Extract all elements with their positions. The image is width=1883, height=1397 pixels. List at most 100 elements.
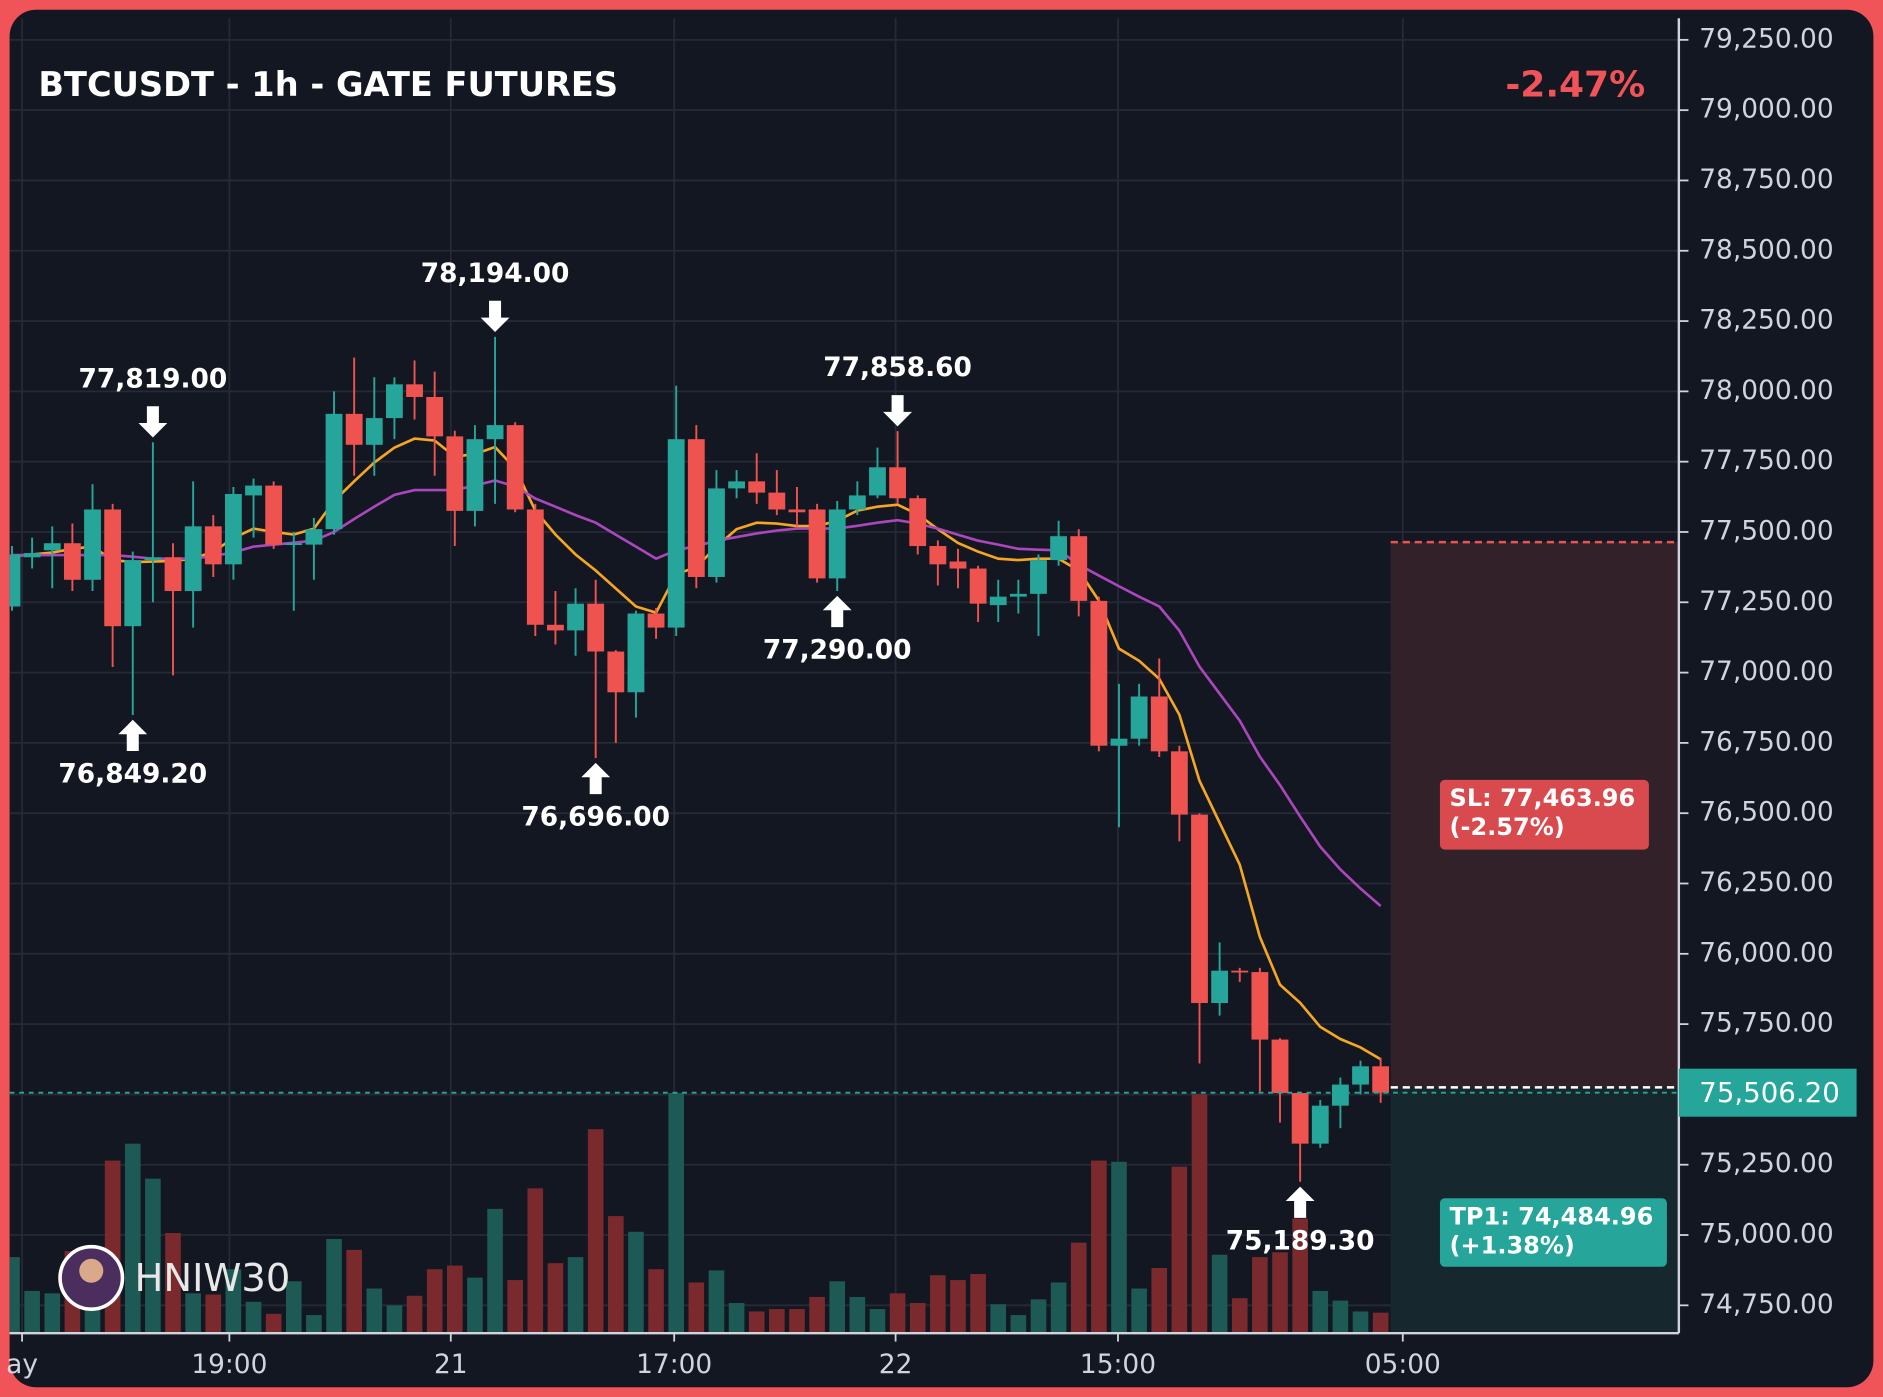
volume-bar — [44, 1293, 61, 1334]
volume-bar — [990, 1304, 1007, 1334]
y-tick-label: 78,000.00 — [1699, 375, 1833, 406]
volume-bar — [245, 1301, 262, 1334]
volume-bar — [1252, 1257, 1268, 1334]
candle-body — [325, 413, 343, 530]
low-label: 76,849.20 — [58, 759, 207, 790]
volume-bar — [909, 1302, 926, 1334]
volume-bar — [769, 1309, 785, 1334]
candle-body — [23, 553, 41, 558]
low-label: 75,189.30 — [1226, 1225, 1375, 1256]
x-tick-label: 21 — [434, 1349, 468, 1380]
annotations: 77,819.00 78,194.00 77,858.60 76,849.20 76,6… — [58, 258, 1667, 1267]
candle-body — [788, 509, 806, 513]
candle-body — [607, 651, 625, 693]
stop-loss-tag — [1439, 779, 1649, 850]
volume-bar — [1292, 1218, 1308, 1334]
candle-body — [466, 439, 484, 511]
current-price-tag — [1678, 1068, 1857, 1117]
volume-bar — [306, 1315, 322, 1334]
volume-bar — [950, 1280, 966, 1334]
candle-body — [768, 492, 786, 510]
volume-bar — [748, 1311, 765, 1334]
volume-bar — [829, 1281, 846, 1334]
candle-body — [224, 494, 242, 565]
y-tick-label: 76,250.00 — [1699, 867, 1833, 898]
axes: 74,750.0075,000.0075,250.0075,500.0075,7… — [6, 23, 1857, 1380]
candle-body — [406, 384, 423, 397]
candle-body — [808, 509, 826, 579]
low-arrow — [118, 719, 148, 752]
candle-body — [1211, 970, 1229, 1004]
candle-body — [164, 557, 182, 592]
candle-body — [104, 509, 122, 627]
candle-body — [1291, 1093, 1309, 1144]
volume-bar — [1332, 1300, 1349, 1334]
volume-bar — [1030, 1299, 1047, 1334]
volume-bar — [507, 1280, 523, 1334]
low-label: 76,696.00 — [521, 802, 670, 833]
y-tick-label: 74,750.00 — [1699, 1289, 1833, 1320]
stop-loss-label: SL: 77,463.96 — [1450, 784, 1636, 812]
current-price-label: 75,506.20 — [1699, 1076, 1840, 1109]
volume-bar — [567, 1257, 584, 1334]
high-arrow — [138, 406, 168, 438]
y-tick-label: 79,250.00 — [1699, 23, 1833, 54]
candle-body — [446, 436, 464, 511]
candle-body — [386, 384, 403, 419]
volume-bar — [487, 1208, 503, 1334]
y-tick-label: 79,000.00 — [1699, 94, 1833, 125]
candle-body — [587, 603, 605, 652]
candle-body — [1271, 1039, 1289, 1094]
high-label: 77,819.00 — [79, 363, 228, 394]
take-profit-tag — [1439, 1198, 1667, 1267]
candle-body — [486, 425, 504, 440]
candle-body — [667, 439, 685, 628]
y-tick-label: 77,000.00 — [1699, 656, 1833, 687]
volume-bar — [668, 1092, 685, 1334]
candle-body — [567, 603, 584, 631]
volume-bar — [446, 1265, 463, 1334]
candle-body — [1311, 1105, 1329, 1144]
candle-body — [184, 526, 202, 592]
take-profit-label: TP1: 74,484.96 — [1450, 1202, 1654, 1230]
take-profit-pct: (+1.38%) — [1450, 1231, 1575, 1259]
candle-body — [1030, 560, 1047, 594]
y-tick-label: 75,250.00 — [1699, 1148, 1833, 1179]
x-tick-label: ay — [6, 1349, 38, 1380]
candle-body — [748, 481, 766, 493]
candle-body — [687, 439, 705, 577]
x-tick-label: 05:00 — [1365, 1349, 1441, 1380]
candle-body — [647, 613, 665, 628]
volume-bar — [889, 1293, 906, 1334]
volume-bar — [1111, 1161, 1127, 1334]
candle-body — [848, 495, 866, 510]
volume-bar — [346, 1249, 362, 1334]
candle-body — [949, 561, 967, 569]
volume-bar — [869, 1309, 886, 1334]
low-arrow — [581, 762, 611, 795]
volume-bar — [225, 1269, 242, 1334]
volume-bar — [285, 1281, 302, 1334]
candle-body — [708, 488, 725, 577]
candle-body — [1150, 696, 1168, 752]
volume-bar — [1272, 1252, 1288, 1334]
volume-bar — [1171, 1166, 1188, 1334]
candle-body — [1050, 536, 1068, 561]
candle-body — [526, 509, 544, 625]
candle-body — [124, 560, 142, 627]
y-tick-label: 78,500.00 — [1699, 234, 1833, 265]
volume-bar — [970, 1274, 986, 1334]
candle-body — [1009, 593, 1027, 597]
watermark: HNIW30 — [135, 1256, 291, 1301]
stop-loss-pct: (-2.57%) — [1450, 813, 1565, 841]
volume-bar — [930, 1275, 946, 1334]
y-tick-label: 75,000.00 — [1699, 1219, 1833, 1250]
volume-bar — [406, 1295, 423, 1334]
y-tick-label: 75,750.00 — [1699, 1008, 1833, 1039]
volume-bar — [708, 1270, 725, 1334]
high-arrow — [883, 395, 913, 427]
candle-body — [1070, 536, 1088, 601]
candle-body — [1231, 970, 1249, 973]
